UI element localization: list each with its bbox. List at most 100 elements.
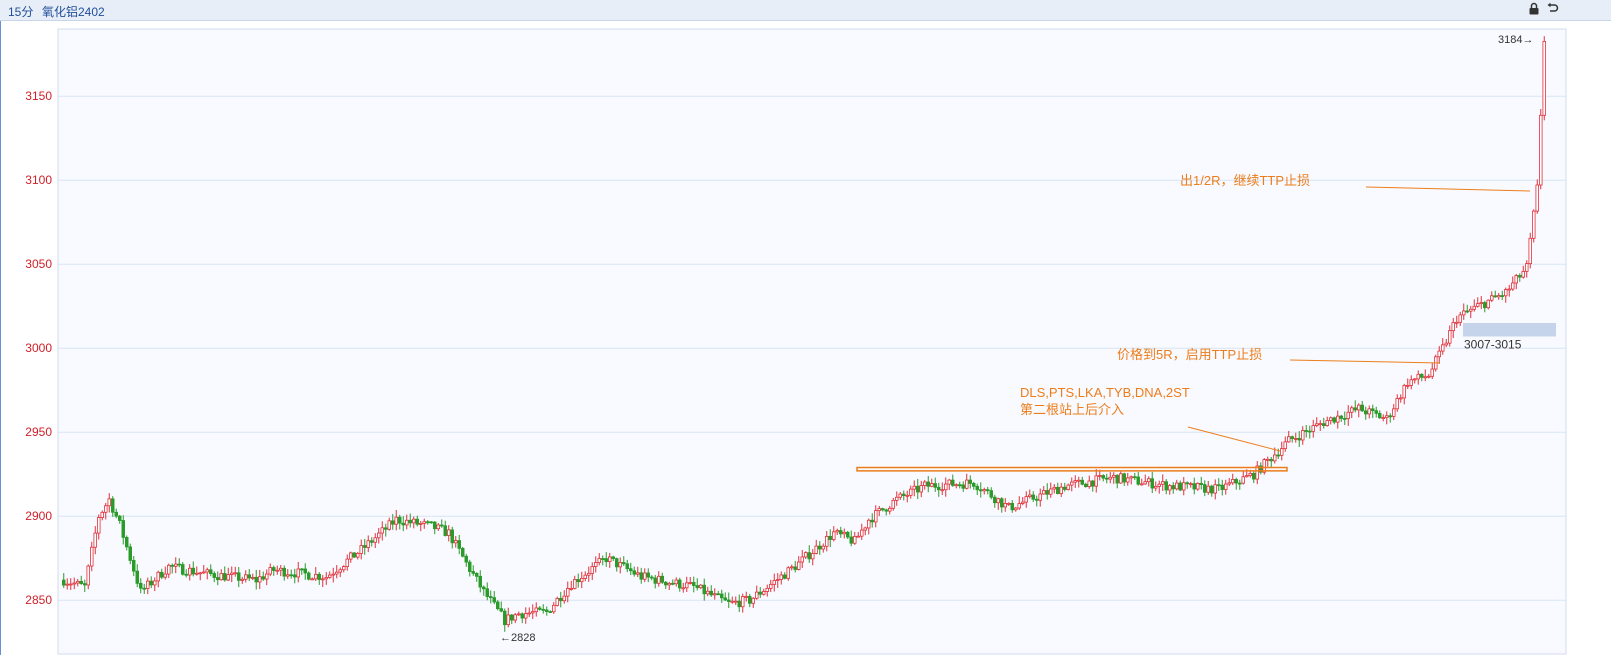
candle-body [1262,459,1266,473]
candle-body [1280,448,1284,456]
candle-body [713,593,717,596]
candle-body [720,593,724,599]
candle-body [776,579,780,581]
candle-body [629,568,633,572]
candle-body [860,529,864,537]
candle-body [1150,478,1154,489]
candle-body [930,483,934,487]
candle-body [174,563,178,567]
lock-icon[interactable] [1526,2,1542,18]
candle-body [230,572,234,575]
candle-body [377,532,381,539]
candle-body [1066,484,1070,490]
candle-body [818,545,822,550]
candle-body [1140,483,1144,486]
candle-body [1161,481,1165,485]
candle-body [1031,494,1035,500]
candle-body [734,600,738,603]
candle-body [1168,485,1172,491]
candle-body [188,567,192,576]
candle-body [657,575,661,584]
candle-body [1360,404,1364,412]
candle-body [352,552,356,558]
candle-body [828,535,832,540]
candle-body [1220,484,1224,490]
candle-body [1458,314,1462,323]
candle-body [737,600,741,608]
candle-body [580,578,584,583]
candle-body [107,498,111,507]
candle-body [548,611,552,613]
candle-body [1451,322,1455,332]
candle-body [853,536,857,544]
candle-body [72,582,76,585]
candle-body [1227,482,1231,485]
candle-body [265,573,269,580]
undo-icon[interactable] [1544,2,1560,18]
candle-body [685,582,689,589]
candle-body [793,566,797,570]
candle-body [272,567,276,571]
candle-body [202,571,206,574]
candle-body [97,517,101,534]
candle-body [1399,397,1403,400]
candle-body [587,572,591,576]
candle-body [1091,480,1095,487]
candle-body [531,611,535,614]
candle-body [671,582,675,585]
candle-body [1465,310,1469,313]
candle-body [832,531,836,540]
candle-body [1339,415,1343,419]
candle-body [573,579,577,589]
candle-body [1371,408,1375,412]
candle-body [1178,482,1182,491]
candle-body [1119,473,1123,484]
candle-body [496,601,500,610]
candle-body [1304,430,1308,432]
low-price-label: ←2828 [500,632,535,644]
candlestick-chart[interactable]: 2850 2900 2950 3000 3050 3100 3150 ←2828 3184→ 30… [0,21,1611,655]
candle-body [485,588,489,597]
candle-body [678,579,682,589]
candle-body [1437,350,1441,358]
candle-body [699,584,703,589]
candle-body [163,573,167,578]
candle-body [492,597,496,603]
candle-body [149,580,153,586]
candle-body [478,575,482,588]
candle-body [1476,303,1480,307]
period-label[interactable]: 15分 [8,5,34,19]
candle-body [821,545,825,550]
candle-body [251,576,255,579]
candle-body [1301,430,1305,441]
candle-body [1514,275,1518,284]
candle-body [863,527,867,531]
candle-body [258,576,262,583]
candle-body [1133,476,1137,479]
candle-body [891,499,895,509]
candle-body [1154,485,1158,489]
candle-body [422,521,426,524]
candle-body [244,574,248,580]
candle-body [1087,480,1091,488]
candle-body [1224,483,1228,490]
candle-body [590,566,594,574]
candle-body [1252,472,1256,480]
candle-body [1077,479,1081,482]
candle-body [1455,321,1459,324]
candle-body [1094,475,1098,487]
candle-body [895,496,899,501]
candle-body [1469,308,1473,312]
candle-body [1108,476,1112,480]
candle-body [261,576,265,580]
candle-body [562,595,566,602]
candle-body [919,485,923,493]
candle-body [503,610,507,626]
candle-body [198,572,202,575]
candle-body [632,570,636,575]
candle-body [1115,474,1119,484]
candle-body [279,567,283,571]
candle-body [331,573,335,576]
symbol-label[interactable]: 氧化铝2402 [42,5,105,19]
candle-body [902,493,906,496]
